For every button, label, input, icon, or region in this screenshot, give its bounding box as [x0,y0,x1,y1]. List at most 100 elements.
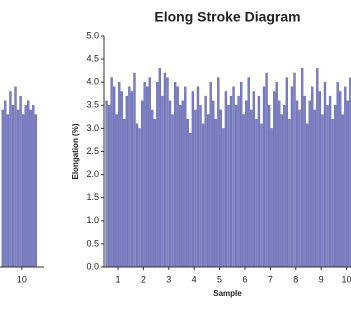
bar [176,86,179,268]
bar [146,86,149,268]
bar [173,82,177,268]
bar [300,68,304,268]
y-tick-label: 0.5 [86,238,99,248]
bar [133,72,136,268]
bar [247,77,250,268]
x-tick-label: 6 [242,274,247,284]
bar [242,114,245,268]
bar [16,109,20,268]
y-tick-label: 3.0 [86,123,99,133]
bar [189,132,192,268]
bar [161,95,164,268]
bar [105,100,108,268]
bar [206,114,210,268]
bar [323,82,327,268]
bar [138,128,141,268]
bar [115,114,118,268]
x-tick-label: 10 [342,274,351,284]
y-tick-label: 3.5 [86,100,99,110]
x-tick-label: 7 [268,274,273,284]
bar [135,123,139,268]
chart-title: Elong Stroke Diagram [154,9,300,25]
bar [120,91,123,268]
bar [27,100,30,268]
bar [273,91,276,268]
bar [130,91,134,268]
y-tick-label: 4.0 [86,77,99,87]
bar [290,86,294,268]
y-tick-label: 1.0 [86,215,99,225]
bar [107,105,111,268]
bar [267,105,271,268]
x-axis-label: Sample [213,289,242,298]
bar [209,82,212,268]
bar [156,82,159,268]
bar [346,100,349,268]
bar [153,119,156,268]
bar [21,114,25,268]
y-tick-label: 2.5 [86,146,99,156]
bar [262,86,266,268]
bar [240,82,243,268]
bar [298,109,301,268]
x-tick-label: 3 [166,274,171,284]
bar [191,91,195,268]
bar [313,109,316,268]
y-tick-label: 5.0 [86,30,99,40]
bar [341,114,344,268]
bar [125,95,129,268]
bar [24,105,27,268]
y-tick-label: 4.5 [86,53,99,63]
x-tick-label: 4 [192,274,197,284]
bar [199,105,202,268]
bar [295,100,299,268]
bar [217,77,220,268]
bar [328,95,332,268]
bar [237,95,240,268]
bar [140,100,144,268]
bar [285,77,289,268]
bar [318,91,322,268]
bar [303,95,306,268]
bar [34,114,38,268]
bar [113,86,116,268]
bar [321,114,324,268]
bar [163,72,167,268]
bar [316,68,319,268]
bar [331,119,334,268]
bar [311,86,314,268]
bar [278,100,281,268]
bar [184,86,187,268]
bar [201,123,205,268]
bar [181,100,184,268]
bar [333,105,337,268]
bar [151,109,154,268]
bar [232,86,235,268]
bar [224,91,228,268]
bar [219,109,222,268]
bar [344,86,347,268]
bar [222,128,225,268]
bar [186,119,189,268]
bar [212,100,215,268]
y-tick-label: 0.0 [86,261,99,271]
bar [148,77,151,268]
bar [143,82,146,268]
bar [123,119,126,268]
bar [288,119,291,268]
bar [308,100,311,268]
bar [229,95,233,268]
bar [336,82,339,268]
bar [270,128,273,268]
bar [227,105,230,268]
bar [194,109,197,268]
bar [11,105,15,268]
bar [168,100,172,268]
bar [306,123,309,268]
bar [252,91,256,268]
bar [280,114,283,268]
bar [166,77,169,268]
bar [19,95,22,268]
bar [179,105,182,268]
